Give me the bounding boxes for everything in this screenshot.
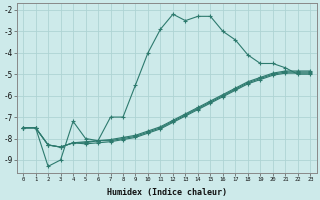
X-axis label: Humidex (Indice chaleur): Humidex (Indice chaleur) xyxy=(107,188,227,197)
